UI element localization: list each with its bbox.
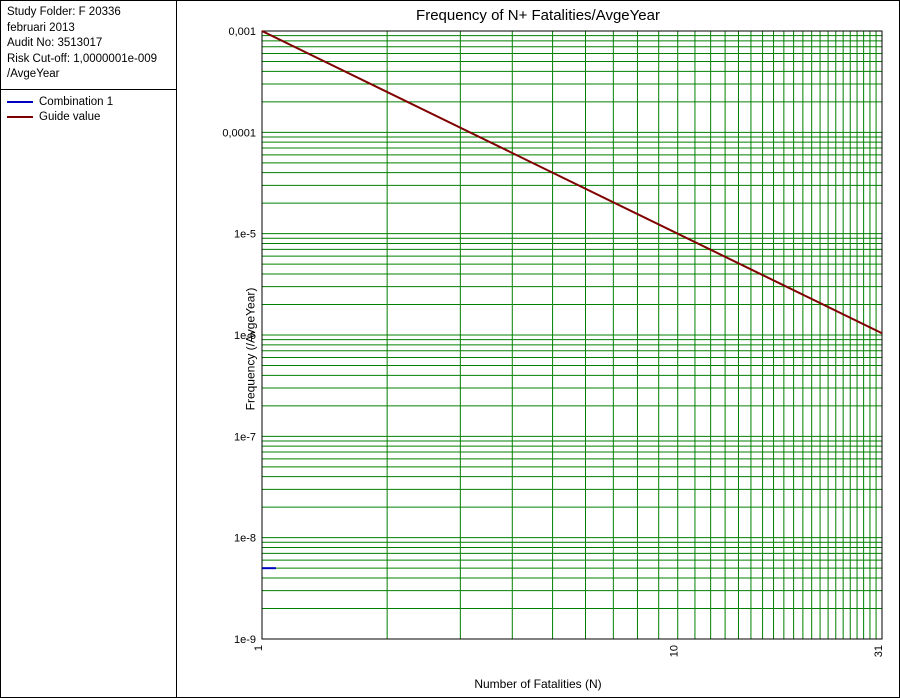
svg-text:31: 31 <box>873 645 885 657</box>
legend-label: Combination 1 <box>39 96 113 108</box>
svg-text:1e-5: 1e-5 <box>234 229 256 241</box>
svg-text:0,001: 0,001 <box>228 26 256 38</box>
study-info-block: Study Folder: F 20336 februari 2013 Audi… <box>1 1 176 90</box>
legend-item: Combination 1 <box>7 96 170 108</box>
chart-panel: Frequency of N+ Fatalities/AvgeYear Freq… <box>177 1 899 697</box>
root-container: Study Folder: F 20336 februari 2013 Audi… <box>0 0 900 698</box>
svg-text:10: 10 <box>669 645 681 657</box>
info-line: Study Folder: F 20336 <box>7 5 170 21</box>
svg-text:1e-9: 1e-9 <box>234 634 256 646</box>
svg-text:1: 1 <box>253 645 265 651</box>
svg-text:1e-8: 1e-8 <box>234 533 256 545</box>
legend-label: Guide value <box>39 111 100 123</box>
legend-swatch <box>7 116 33 118</box>
info-line: Audit No: 3513017 <box>7 36 170 52</box>
legend-swatch <box>7 101 33 103</box>
info-line: Risk Cut-off: 1,0000001e-009 <box>7 52 170 68</box>
legend-block: Combination 1 Guide value <box>1 90 176 132</box>
info-line: /AvgeYear <box>7 67 170 83</box>
svg-text:0,0001: 0,0001 <box>222 127 256 139</box>
legend-item: Guide value <box>7 111 170 123</box>
svg-text:1e-7: 1e-7 <box>234 431 256 443</box>
chart-svg: 0,001 0,0001 1e-5 1e-6 1e-7 1e-8 1e-91 10 31 <box>177 1 900 697</box>
svg-text:1e-6: 1e-6 <box>234 330 256 342</box>
left-panel: Study Folder: F 20336 februari 2013 Audi… <box>1 1 177 697</box>
info-line: februari 2013 <box>7 21 170 37</box>
